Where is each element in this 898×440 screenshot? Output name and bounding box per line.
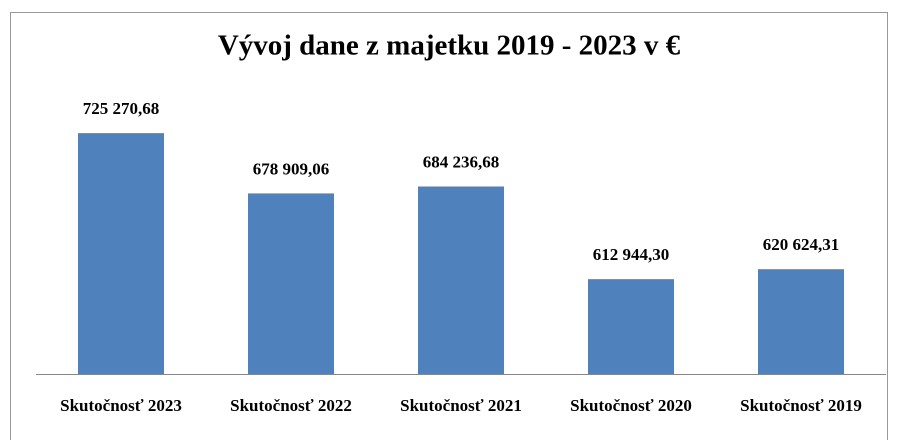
x-tick-label-box: Skutočnosť 2023 xyxy=(60,396,182,415)
x-tick-label: Skutočnosť 2021 xyxy=(400,396,522,415)
x-tick-label-box: Skutočnosť 2020 xyxy=(570,396,692,415)
x-tick-label: Skutočnosť 2019 xyxy=(740,396,862,415)
data-label: 725 270,68 xyxy=(83,99,160,118)
bar xyxy=(418,186,504,374)
bar xyxy=(248,193,334,374)
x-tick-label: Skutočnosť 2023 xyxy=(60,396,182,415)
chart-title: Vývoj dane z majetku 2019 - 2023 v € xyxy=(218,30,681,62)
x-tick-label-box: Skutočnosť 2021 xyxy=(400,396,522,415)
data-label: 678 909,06 xyxy=(253,159,330,178)
x-tick-label-box: Skutočnosť 2022 xyxy=(230,396,352,415)
data-label: 612 944,30 xyxy=(593,245,670,264)
bar xyxy=(758,269,844,374)
data-label: 684 236,68 xyxy=(423,152,500,171)
data-label: 620 624,31 xyxy=(763,235,840,254)
bar xyxy=(588,279,674,374)
x-tick-label-box: Skutočnosť 2019 xyxy=(740,396,862,415)
x-tick-label: Skutočnosť 2020 xyxy=(570,396,692,415)
x-tick-label: Skutočnosť 2022 xyxy=(230,396,352,415)
bar xyxy=(78,133,164,374)
